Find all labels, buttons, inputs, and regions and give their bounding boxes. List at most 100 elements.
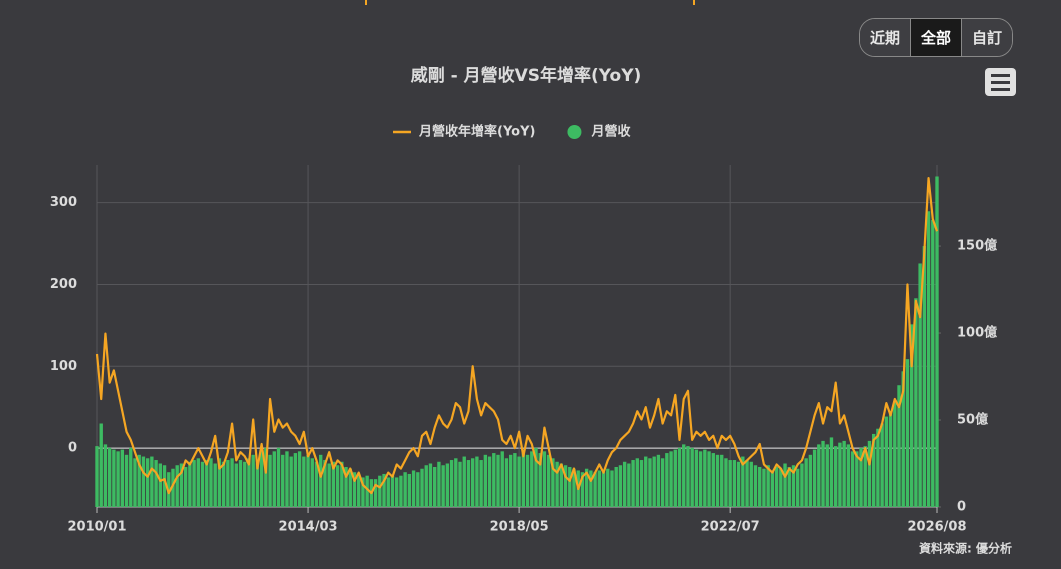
bar bbox=[622, 461, 627, 507]
bar bbox=[880, 423, 884, 507]
bar bbox=[124, 454, 129, 507]
bar bbox=[542, 451, 547, 507]
bar bbox=[762, 468, 766, 507]
bar bbox=[863, 446, 867, 507]
bar bbox=[846, 444, 851, 507]
bar bbox=[644, 456, 648, 507]
bar bbox=[234, 463, 238, 507]
menu-icon-line[interactable] bbox=[991, 74, 1010, 77]
bar bbox=[475, 456, 479, 507]
bar bbox=[656, 454, 661, 507]
bar bbox=[513, 453, 517, 507]
bar bbox=[534, 447, 538, 507]
bar bbox=[344, 466, 348, 507]
bar bbox=[724, 458, 728, 507]
bar bbox=[652, 456, 656, 507]
bar bbox=[859, 447, 863, 507]
bar bbox=[175, 465, 179, 507]
bar bbox=[677, 447, 682, 507]
legend-label: 月營收 bbox=[590, 124, 631, 140]
bar bbox=[711, 453, 715, 507]
bar bbox=[614, 466, 618, 507]
chart-title: 威剛 - 月營收VS年增率(YoY) bbox=[411, 65, 642, 86]
bar bbox=[504, 458, 509, 507]
x-tick-label: 2022/07 bbox=[701, 520, 760, 535]
bar bbox=[154, 460, 158, 507]
bar bbox=[500, 451, 504, 507]
bar bbox=[783, 463, 787, 507]
bar bbox=[736, 461, 741, 507]
bar bbox=[120, 449, 125, 507]
bar bbox=[538, 453, 542, 507]
bar bbox=[145, 458, 150, 507]
range-button[interactable]: 近期 bbox=[860, 19, 911, 56]
bar bbox=[335, 465, 340, 507]
bar bbox=[698, 451, 703, 507]
bar bbox=[703, 449, 707, 507]
bar bbox=[812, 449, 817, 507]
bar bbox=[770, 470, 775, 507]
legend-symbol bbox=[567, 125, 582, 139]
bar bbox=[682, 444, 686, 507]
bar bbox=[141, 456, 146, 507]
range-button[interactable]: 全部 bbox=[910, 19, 962, 56]
bar bbox=[825, 444, 829, 507]
bar bbox=[95, 446, 99, 507]
bar bbox=[779, 468, 783, 507]
y2-tick-label: 50億 bbox=[957, 412, 988, 428]
bar bbox=[884, 416, 889, 507]
bar bbox=[732, 460, 737, 507]
bar bbox=[293, 453, 298, 507]
bar bbox=[720, 454, 724, 507]
bar bbox=[454, 458, 458, 507]
menu-icon[interactable] bbox=[985, 68, 1016, 96]
bar bbox=[247, 458, 251, 507]
bar bbox=[420, 468, 424, 507]
bar bbox=[103, 444, 108, 507]
bar bbox=[243, 461, 247, 507]
bar bbox=[842, 440, 846, 507]
bar bbox=[758, 466, 762, 507]
bar bbox=[327, 463, 331, 507]
bar bbox=[171, 468, 175, 507]
bar bbox=[922, 246, 927, 507]
bar bbox=[445, 463, 450, 507]
bar bbox=[302, 456, 306, 507]
bar bbox=[648, 458, 652, 507]
line bbox=[95, 176, 939, 495]
bar bbox=[116, 451, 120, 507]
bar bbox=[918, 263, 922, 507]
bar bbox=[555, 461, 559, 507]
bar bbox=[441, 465, 445, 507]
bar bbox=[150, 456, 154, 507]
x-tick-label: 2026/08 bbox=[907, 520, 966, 535]
bar bbox=[804, 458, 808, 507]
bar bbox=[525, 454, 530, 507]
range-button[interactable]: 自訂 bbox=[961, 19, 1013, 56]
bar bbox=[694, 449, 699, 507]
bar bbox=[909, 324, 914, 507]
bar bbox=[188, 461, 192, 507]
bar bbox=[209, 458, 213, 507]
bar bbox=[192, 460, 196, 507]
x-tick-label: 2018/05 bbox=[490, 520, 549, 535]
menu-icon-line[interactable] bbox=[991, 81, 1010, 84]
bar bbox=[399, 475, 403, 507]
bar bbox=[639, 460, 644, 507]
menu-icon-line[interactable] bbox=[991, 88, 1010, 91]
bar bbox=[931, 219, 935, 507]
bar bbox=[310, 458, 314, 507]
bar bbox=[492, 453, 496, 507]
bar bbox=[268, 454, 272, 507]
bar bbox=[563, 465, 568, 507]
bar bbox=[690, 447, 694, 507]
bar bbox=[728, 460, 732, 507]
bar bbox=[183, 466, 188, 507]
bar bbox=[753, 465, 758, 507]
bar bbox=[226, 460, 230, 507]
bar bbox=[386, 477, 390, 507]
bar bbox=[568, 466, 572, 507]
bar bbox=[373, 479, 378, 507]
bar bbox=[230, 458, 234, 507]
bar bbox=[238, 460, 243, 507]
